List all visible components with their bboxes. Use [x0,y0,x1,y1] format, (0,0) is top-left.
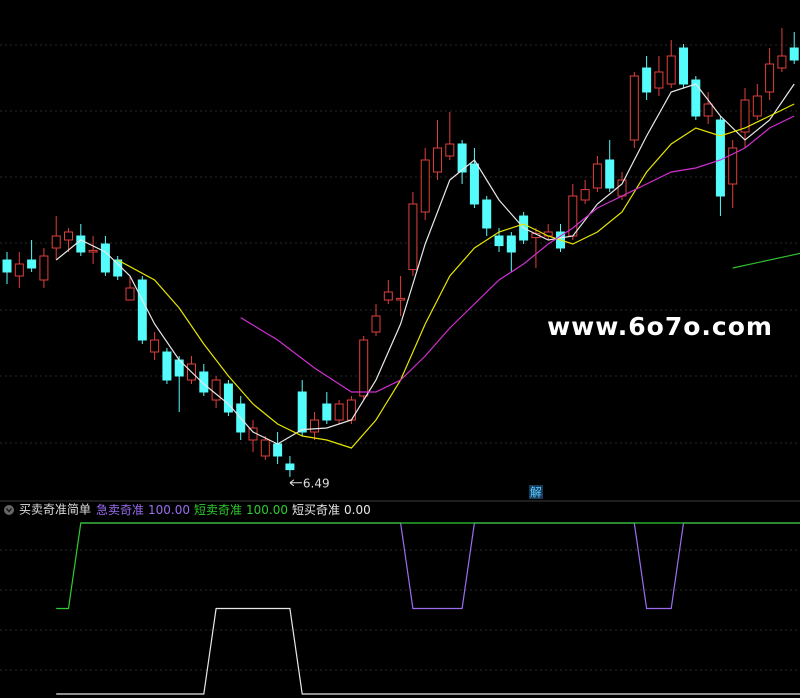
candle-body [469,163,479,205]
legend-entry: 短卖奇准 100.00 [194,503,288,517]
candle-body [162,351,172,381]
candle-body [223,383,233,413]
candle-body [64,231,74,241]
candle-body [51,235,61,249]
candle-body [420,159,430,213]
candle-body [679,47,689,85]
legend-name: 短买奇准 [292,503,340,517]
moving-average-line [240,115,795,393]
candle-body [125,287,135,301]
candle-body [666,55,676,85]
signal-marker-bg [528,485,543,499]
candle-body [494,235,504,247]
min-arrow [289,479,302,487]
collapse-arrow [6,508,12,513]
candle-body [654,71,664,89]
indicator-line [56,522,800,610]
legend-entry: 急卖奇准 100.00 [96,502,190,517]
candle-body [642,67,652,93]
candle-body [359,339,369,397]
candle-body [150,339,160,353]
candle-body [457,143,467,173]
candle-body [137,279,147,341]
candle-body [765,63,775,93]
candle-body [2,259,12,273]
candle-body [297,391,307,433]
candle-body [322,403,332,421]
candle-body [592,163,602,189]
candle-body [752,95,762,117]
moving-average-line [55,83,795,445]
candle-body [789,47,799,61]
candle-body [580,189,590,201]
candle-body [605,159,615,189]
candle-body [88,249,98,253]
indicator-line [56,607,800,695]
candle-body [703,103,713,117]
candle-body [27,259,37,269]
candle-body [113,259,123,277]
candle-body [76,235,86,253]
candle-body [310,419,320,433]
legend: 急卖奇准 100.00 短卖奇准 100.00 短买奇准 0.00 [96,502,371,517]
candle-body [740,99,750,133]
collapse-icon[interactable] [4,505,14,515]
candle-body [506,235,516,253]
main-grid [0,44,800,671]
candle-body [100,243,110,273]
indicator-title: 买卖奇准简单 [19,503,91,517]
candle-body [260,439,270,457]
candle-body [777,55,787,69]
candle-body [285,463,295,471]
moving-average-line [117,103,795,449]
legend-value: 0.00 [344,503,371,517]
candle-body [691,79,701,117]
candle-body [39,255,49,281]
candle-body [383,291,393,301]
candle-body [445,143,455,157]
candle-body [433,147,443,173]
legend-name: 急卖奇准 [96,502,144,517]
moving-average-line [732,252,800,269]
candle-body [14,263,24,277]
candle-body [371,315,381,333]
candle-body [346,399,356,421]
indicator-line [80,522,800,610]
candle-body [199,371,209,393]
legend-entry: 短买奇准 0.00 [292,503,371,517]
candle-body [617,179,627,197]
candle-body [334,403,344,421]
candle-body [629,75,639,141]
watermark: www.6o7o.com [547,312,773,341]
candle-body [408,203,418,271]
candle-body [482,199,492,229]
legend-name: 短卖奇准 [194,503,242,517]
signal-marker: 解 [530,486,542,500]
candle-body [396,297,406,301]
candle-body [273,443,283,457]
legend-value: 100.00 [148,503,190,517]
candle-body [728,147,738,185]
min-label: 6.49 [303,476,330,490]
legend-value: 100.00 [246,503,288,517]
